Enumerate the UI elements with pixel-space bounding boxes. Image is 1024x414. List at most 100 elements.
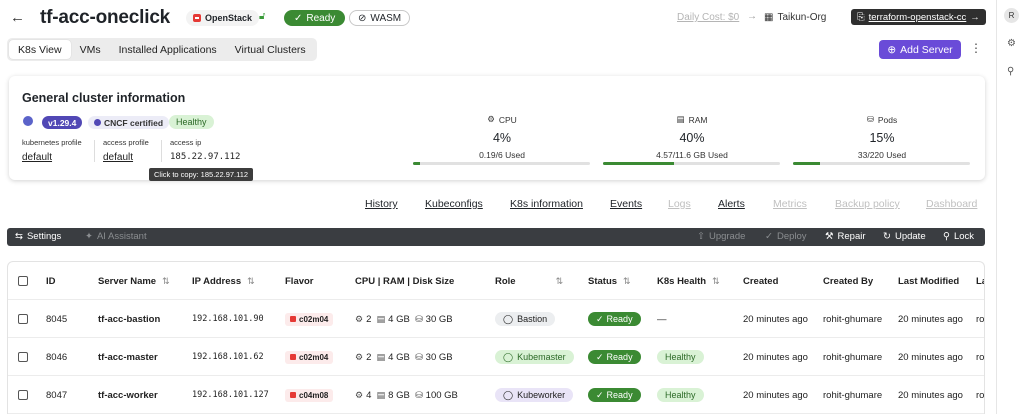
shield-icon: ◯ — [503, 389, 514, 400]
lock-label: Lock — [953, 231, 975, 242]
cpu-metric: ⚙ CPU 4% 0.19/6 Used — [413, 114, 591, 160]
row-checkbox[interactable] — [18, 390, 28, 400]
col-created-by[interactable]: Created By — [823, 275, 874, 287]
lock-icon: ⚲ — [943, 231, 950, 242]
update-button[interactable]: ↻ Update — [883, 231, 926, 242]
back-arrow-icon[interactable]: ← — [10, 9, 25, 26]
row-checkbox[interactable] — [18, 314, 28, 324]
access-profile-link[interactable]: default — [103, 152, 134, 163]
ram-progress-bar — [603, 162, 780, 165]
col-k8s-health[interactable]: K8s Health ⇅ — [657, 262, 720, 300]
avatar[interactable]: R — [1004, 8, 1019, 23]
daily-cost-link[interactable]: Daily Cost: $0 — [677, 12, 740, 23]
memory-icon: ▤ — [676, 114, 685, 124]
check-icon: ✓ — [596, 389, 604, 400]
sort-icon[interactable]: ⇅ — [712, 275, 720, 286]
server-name[interactable]: tf-acc-master — [98, 351, 158, 363]
col-last: La — [976, 275, 984, 287]
ram-value: 4 GB — [388, 313, 410, 325]
cpu-icon: ⚙ — [355, 389, 364, 400]
col-flavor[interactable]: Flavor — [285, 275, 314, 287]
provider-label: OpenStack — [205, 13, 253, 23]
settings-button[interactable]: ⇆ Settings — [15, 231, 61, 242]
nav-history[interactable]: History — [365, 198, 398, 210]
search-icon[interactable]: ⚲ — [1007, 66, 1015, 77]
col-role-label: Role — [495, 275, 516, 287]
sort-icon[interactable]: ⇅ — [247, 275, 255, 286]
cncf-label: CNCF certified — [104, 117, 164, 128]
openstack-icon — [290, 354, 296, 360]
pods-icon: ⛁ — [866, 114, 874, 124]
role-label: Kubeworker — [517, 390, 566, 400]
select-all-checkbox[interactable] — [18, 276, 28, 286]
sort-icon[interactable]: ⇅ — [162, 275, 170, 286]
tab-virtual-clusters[interactable]: Virtual Clusters — [234, 43, 306, 56]
status-label: Ready — [606, 390, 633, 400]
nav-alerts[interactable]: Alerts — [718, 198, 745, 210]
kubernetes-profile-field: kubernetes profile default — [22, 138, 82, 163]
nav-kubeconfigs[interactable]: Kubeconfigs — [425, 198, 483, 210]
flavor-label: c02m04 — [299, 314, 329, 324]
tab-installed-applications[interactable]: Installed Applications — [118, 43, 217, 56]
access-profile-label: access profile — [103, 138, 149, 147]
nav-events[interactable]: Events — [610, 198, 643, 210]
server-id: 8045 — [46, 313, 68, 325]
col-last-modified[interactable]: Last Modified — [898, 275, 960, 287]
col-id[interactable]: ID — [46, 275, 56, 287]
add-server-button[interactable]: ⊕ Add Server — [879, 40, 961, 59]
row-checkbox[interactable] — [18, 352, 28, 362]
access-profile-field: access profile default — [103, 138, 149, 163]
table-row[interactable]: 8046 tf-acc-master 192.168.101.62 c02m04… — [8, 338, 984, 376]
nav-k8s-information[interactable]: K8s information — [510, 198, 583, 210]
ram-value: 4 GB — [388, 351, 410, 363]
ai-assistant-button: ✦ AI Assistant — [85, 231, 147, 242]
wasm-badge: ⊘ WASM — [349, 10, 411, 26]
cpu-progress-fill — [413, 162, 421, 165]
pods-progress-bar — [793, 162, 970, 165]
nav-dashboard: Dashboard — [926, 198, 978, 210]
ram-value: 8 GB — [388, 389, 410, 401]
table-row[interactable]: 8045 tf-acc-bastion 192.168.101.90 c02m0… — [8, 300, 984, 338]
server-name[interactable]: tf-acc-bastion — [98, 313, 161, 325]
col-ip-label: IP Address — [192, 275, 242, 287]
col-server-name[interactable]: Server Name ⇅ — [98, 262, 170, 300]
disk-icon: ⛁ — [415, 313, 423, 324]
lock-button[interactable]: ⚲ Lock — [943, 231, 974, 242]
status-badge: ✓ Ready — [588, 350, 641, 364]
access-ip-value[interactable]: 185.22.97.112 — [170, 152, 241, 162]
created-value: 20 minutes ago — [743, 313, 808, 325]
col-created[interactable]: Created — [743, 275, 779, 287]
server-id: 8047 — [46, 389, 68, 401]
server-resources: ⚙ 2 ▤ 4 GB ⛁ 30 GB — [355, 338, 453, 376]
kubernetes-profile-link[interactable]: default — [22, 152, 53, 163]
update-label: Update — [894, 231, 926, 242]
table-row[interactable]: 8047 tf-acc-worker 192.168.101.127 c04m0… — [8, 376, 985, 414]
tab-k8s-view[interactable]: K8s View — [9, 40, 71, 59]
tab-vms[interactable]: VMs — [79, 43, 101, 56]
status-label: Ready — [606, 352, 633, 362]
repair-button[interactable]: ⚒ Repair — [825, 231, 866, 242]
org-label: Taikun-Org — [777, 12, 827, 23]
sliders-icon: ⇆ — [15, 231, 23, 242]
upgrade-button: ⇧ Upgrade — [697, 231, 745, 242]
server-ip: 192.168.101.127 — [192, 390, 269, 400]
organization[interactable]: ▦ Taikun-Org — [764, 12, 826, 23]
bug-icon[interactable]: ⚙ — [1007, 38, 1016, 49]
more-options-icon[interactable]: ⋮ — [970, 41, 982, 55]
server-ip: 192.168.101.90 — [192, 314, 264, 324]
repair-label: Repair — [837, 231, 866, 242]
memory-icon: ▤ — [376, 313, 386, 324]
sort-icon[interactable]: ⇅ — [555, 275, 564, 286]
sort-icon[interactable]: ⇅ — [623, 275, 631, 286]
col-status[interactable]: Status ⇅ — [588, 262, 631, 300]
col-status-label: Status — [588, 275, 618, 287]
server-name[interactable]: tf-acc-worker — [98, 389, 158, 401]
col-ip-address[interactable]: IP Address ⇅ — [192, 262, 255, 300]
ai-assistant-label: AI Assistant — [96, 231, 147, 242]
col-role[interactable]: Role ⇅ — [495, 262, 563, 300]
project-link[interactable]: ⎘ terraform-openstack-cc → — [851, 9, 986, 25]
last-modified-value: 20 minutes ago — [898, 313, 963, 325]
last-value: ro — [976, 389, 985, 401]
created-by-value: rohit-ghumare — [823, 313, 883, 325]
